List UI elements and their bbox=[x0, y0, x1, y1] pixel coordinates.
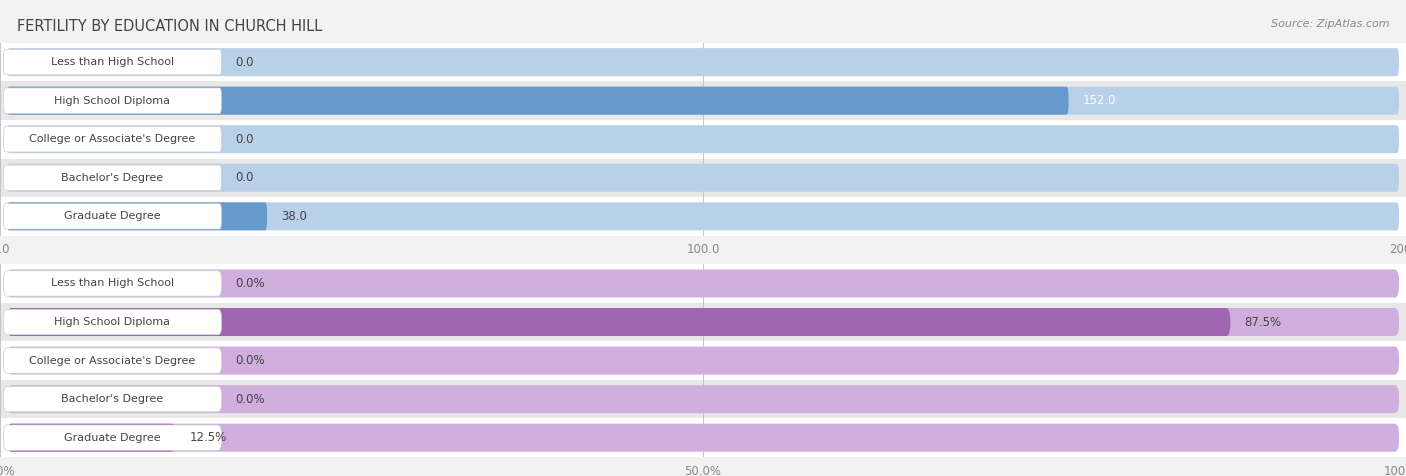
FancyBboxPatch shape bbox=[7, 202, 1399, 230]
FancyBboxPatch shape bbox=[7, 48, 1399, 76]
Bar bbox=[0, 341, 1406, 380]
Bar bbox=[0, 81, 1406, 120]
FancyBboxPatch shape bbox=[3, 50, 222, 75]
Bar bbox=[0, 264, 1406, 303]
FancyBboxPatch shape bbox=[7, 269, 1399, 298]
FancyBboxPatch shape bbox=[3, 127, 222, 152]
FancyBboxPatch shape bbox=[7, 202, 267, 230]
Text: Bachelor's Degree: Bachelor's Degree bbox=[62, 394, 163, 404]
FancyBboxPatch shape bbox=[7, 385, 1399, 413]
FancyBboxPatch shape bbox=[3, 309, 222, 335]
Text: 0.0: 0.0 bbox=[236, 133, 254, 146]
Bar bbox=[0, 380, 1406, 418]
Bar bbox=[0, 120, 1406, 159]
Text: Less than High School: Less than High School bbox=[51, 278, 174, 288]
Text: High School Diploma: High School Diploma bbox=[55, 96, 170, 106]
Text: Bachelor's Degree: Bachelor's Degree bbox=[62, 173, 163, 183]
Bar bbox=[0, 303, 1406, 341]
Text: 0.0%: 0.0% bbox=[236, 393, 266, 406]
FancyBboxPatch shape bbox=[7, 308, 1399, 336]
FancyBboxPatch shape bbox=[3, 88, 222, 113]
Bar bbox=[0, 43, 1406, 81]
FancyBboxPatch shape bbox=[7, 87, 1399, 115]
FancyBboxPatch shape bbox=[3, 348, 222, 373]
FancyBboxPatch shape bbox=[3, 165, 222, 190]
FancyBboxPatch shape bbox=[7, 125, 1399, 153]
Text: College or Associate's Degree: College or Associate's Degree bbox=[30, 134, 195, 144]
Bar bbox=[0, 159, 1406, 197]
Text: 12.5%: 12.5% bbox=[190, 431, 226, 444]
Text: Graduate Degree: Graduate Degree bbox=[65, 211, 160, 221]
Text: High School Diploma: High School Diploma bbox=[55, 317, 170, 327]
FancyBboxPatch shape bbox=[7, 424, 176, 452]
Text: 0.0%: 0.0% bbox=[236, 277, 266, 290]
FancyBboxPatch shape bbox=[3, 425, 222, 450]
Text: 0.0: 0.0 bbox=[236, 56, 254, 69]
Bar bbox=[0, 418, 1406, 457]
FancyBboxPatch shape bbox=[7, 308, 1230, 336]
Text: 152.0: 152.0 bbox=[1083, 94, 1116, 107]
Text: 87.5%: 87.5% bbox=[1244, 316, 1281, 328]
FancyBboxPatch shape bbox=[3, 387, 222, 412]
Text: FERTILITY BY EDUCATION IN CHURCH HILL: FERTILITY BY EDUCATION IN CHURCH HILL bbox=[17, 19, 322, 34]
FancyBboxPatch shape bbox=[3, 204, 222, 229]
Text: Source: ZipAtlas.com: Source: ZipAtlas.com bbox=[1271, 19, 1389, 29]
Bar bbox=[0, 197, 1406, 236]
FancyBboxPatch shape bbox=[7, 424, 1399, 452]
Text: Graduate Degree: Graduate Degree bbox=[65, 433, 160, 443]
FancyBboxPatch shape bbox=[7, 347, 1399, 375]
FancyBboxPatch shape bbox=[7, 87, 1069, 115]
Text: 0.0%: 0.0% bbox=[236, 354, 266, 367]
Text: Less than High School: Less than High School bbox=[51, 57, 174, 67]
Text: 0.0: 0.0 bbox=[236, 171, 254, 184]
Text: 38.0: 38.0 bbox=[281, 210, 307, 223]
FancyBboxPatch shape bbox=[7, 164, 1399, 192]
Text: College or Associate's Degree: College or Associate's Degree bbox=[30, 356, 195, 366]
FancyBboxPatch shape bbox=[3, 271, 222, 296]
